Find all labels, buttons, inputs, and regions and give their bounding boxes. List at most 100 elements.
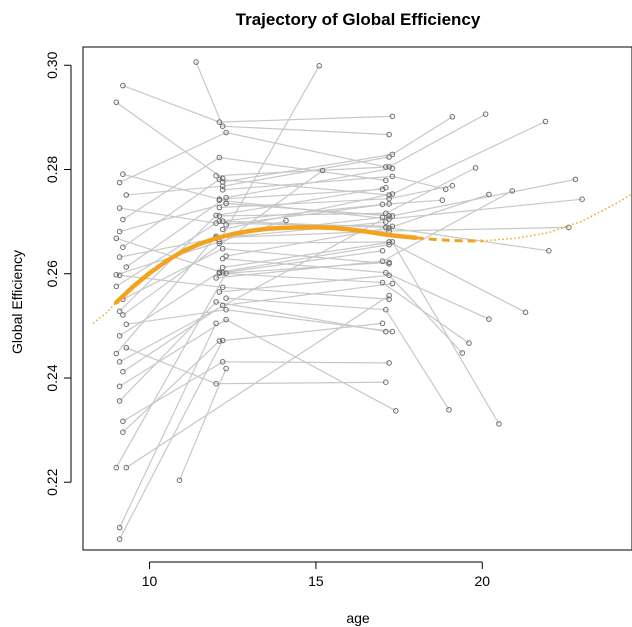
data-point: [223, 221, 229, 228]
trajectory-line: [222, 220, 549, 252]
data-point: [389, 165, 396, 172]
data-point: [319, 167, 326, 174]
data-point: [496, 421, 502, 427]
data-point: [213, 172, 219, 179]
data-point: [316, 63, 323, 69]
data-point: [216, 197, 223, 203]
trajectory-line: [218, 65, 320, 242]
trajectory-line: [119, 340, 224, 540]
data-point: [486, 191, 492, 198]
y-tick-label: 0.22: [44, 468, 60, 495]
data-point: [219, 337, 226, 344]
data-point: [389, 280, 396, 287]
data-point: [120, 429, 126, 436]
trajectory-line: [219, 272, 470, 344]
data-point: [116, 308, 123, 315]
trajectory-line: [226, 297, 450, 411]
trajectory-line: [119, 274, 390, 300]
data-point: [116, 536, 123, 542]
data-point: [389, 239, 396, 245]
data-point: [223, 295, 229, 302]
trajectory-line: [226, 199, 443, 226]
x-tick-label: 10: [142, 573, 158, 589]
data-point: [379, 201, 386, 208]
data-point: [219, 179, 226, 185]
trajectory-line: [126, 156, 390, 196]
trajectory-line: [216, 190, 513, 279]
data-point: [383, 177, 389, 184]
data-point: [383, 306, 389, 313]
data-point: [383, 210, 389, 217]
data-point: [446, 407, 452, 413]
data-point: [113, 99, 120, 106]
data-point: [389, 113, 396, 120]
data-point: [509, 188, 516, 194]
data-point: [386, 239, 392, 245]
trajectory-line: [222, 258, 490, 320]
data-point: [216, 240, 223, 247]
data-point: [379, 258, 386, 265]
trajectory-line: [116, 237, 383, 274]
trajectory-line: [216, 113, 486, 177]
x-axis-label: age: [346, 610, 370, 626]
data-point: [383, 164, 389, 170]
data-point: [383, 379, 389, 386]
data-point: [219, 123, 226, 129]
trajectory-line: [119, 131, 386, 184]
data-point: [216, 213, 223, 219]
y-axis-label: Global Efficiency: [9, 250, 25, 354]
trajectory-line: [122, 85, 393, 123]
trajectory-line: [222, 241, 500, 425]
data-point: [486, 316, 492, 322]
trajectory-line: [125, 167, 393, 268]
data-point: [223, 200, 229, 207]
data-point: [386, 201, 392, 207]
data-point: [386, 164, 392, 170]
data-point: [216, 338, 223, 344]
data-point: [472, 165, 479, 171]
data-point: [466, 340, 472, 346]
y-tick-label: 0.26: [44, 260, 60, 287]
data-point: [389, 328, 396, 335]
data-point: [113, 272, 120, 278]
plot-border: [82, 46, 632, 551]
data-point: [383, 328, 389, 335]
data-point: [216, 204, 223, 211]
data-point: [219, 269, 226, 276]
data-point: [219, 218, 226, 224]
fit-curve-solid: [114, 225, 418, 305]
data-point: [439, 197, 446, 203]
data-point: [216, 270, 223, 277]
data-point: [389, 151, 396, 158]
data-point: [442, 186, 449, 193]
data-point: [123, 192, 130, 198]
trajectory-line: [122, 322, 383, 433]
data-point: [120, 216, 126, 223]
data-point: [546, 248, 552, 254]
trajectory-line: [122, 170, 323, 316]
trajectory-line: [115, 203, 383, 287]
data-point: [542, 118, 549, 125]
data-point: [393, 408, 399, 414]
data-point: [379, 248, 386, 254]
trajectory-line: [126, 309, 393, 333]
plot-area: 10 15 20 0.22 0.24 0.26 0.28 0.30: [44, 46, 632, 589]
trajectory-line: [219, 198, 583, 220]
data-point: [116, 333, 123, 339]
data-point: [223, 270, 229, 277]
trajectory-line: [122, 173, 383, 200]
data-point: [213, 299, 219, 305]
data-point: [219, 245, 226, 252]
trajectory-line: [122, 361, 390, 422]
x-tick-label: 15: [308, 573, 324, 589]
data-point: [389, 191, 396, 197]
data-point: [223, 194, 229, 201]
data-point: [379, 279, 386, 286]
trajectory-line: [125, 295, 390, 469]
data-point: [386, 225, 392, 231]
data-point: [216, 289, 223, 295]
data-point: [219, 359, 226, 365]
data-point: [193, 59, 199, 65]
fit-curve-dashed: [415, 236, 483, 243]
data-point: [383, 269, 389, 276]
